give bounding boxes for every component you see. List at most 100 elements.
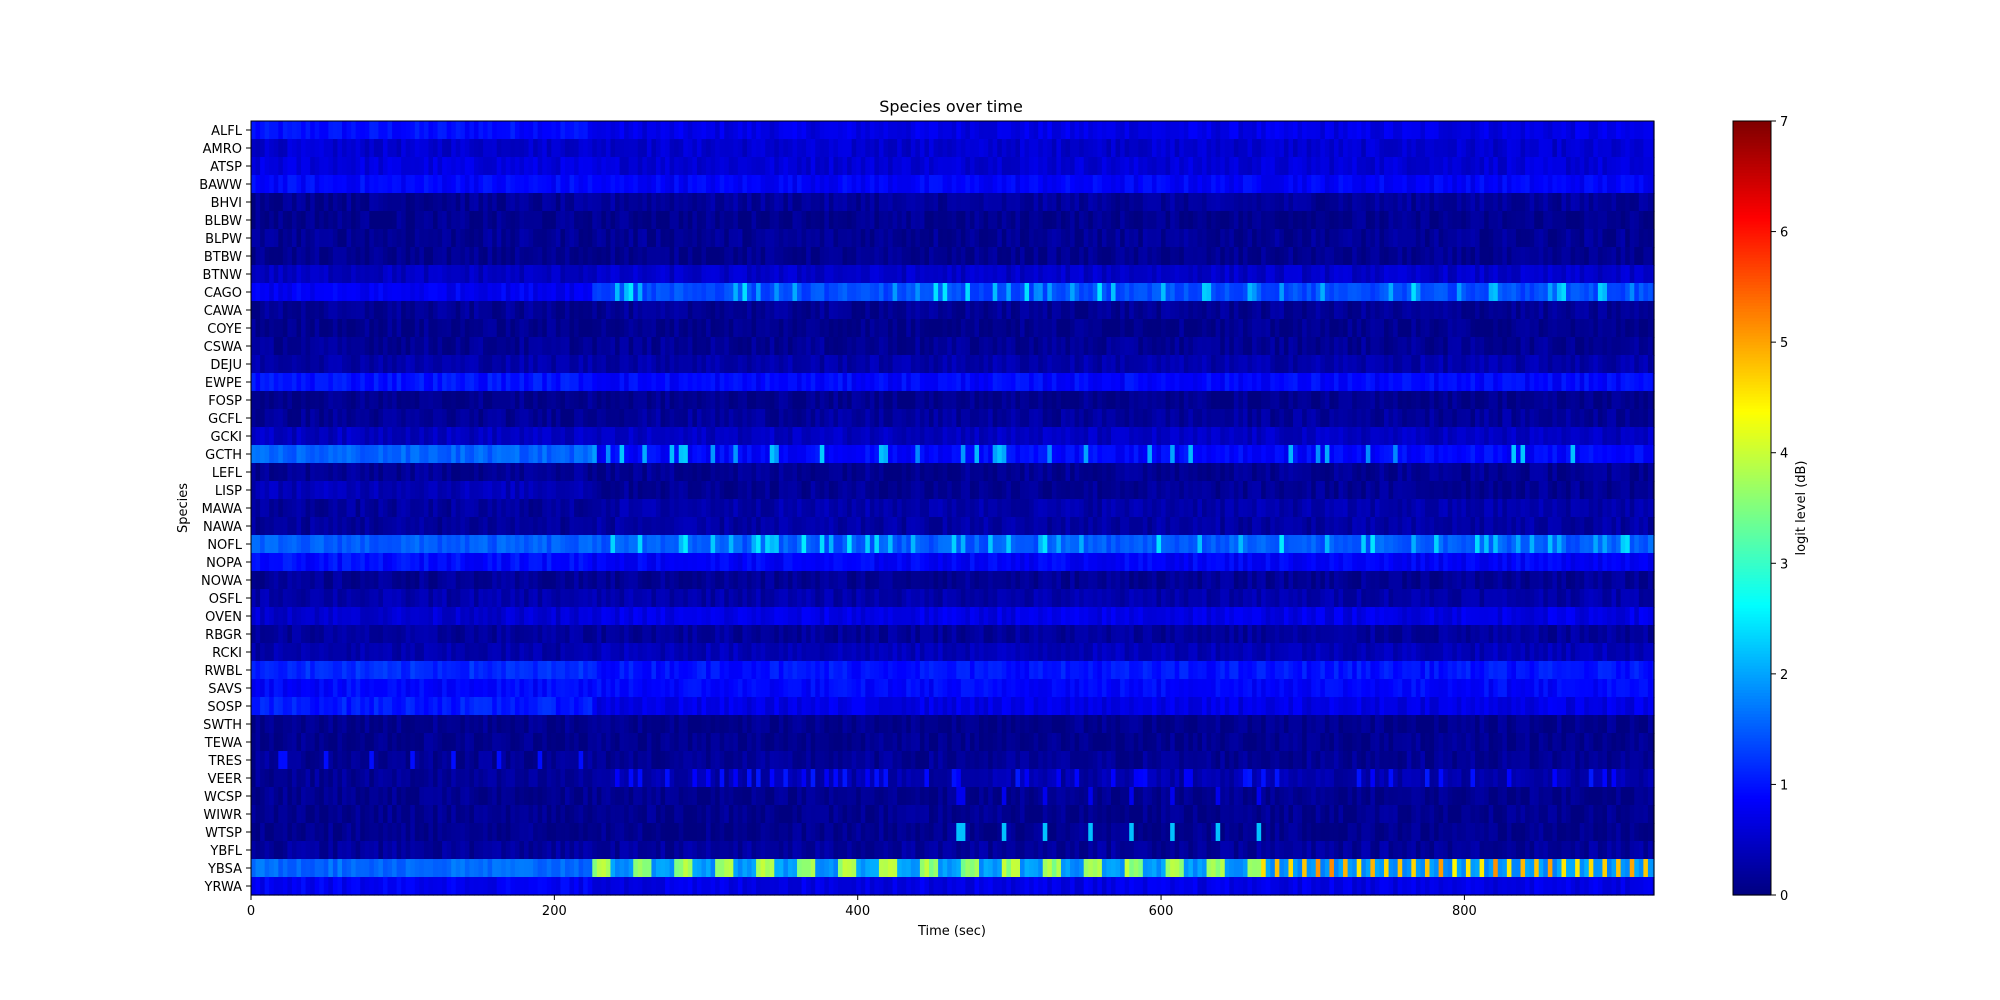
heatmap-cell — [1343, 301, 1349, 320]
heatmap-cell — [1447, 301, 1453, 320]
heatmap-cell — [1424, 211, 1431, 230]
heatmap-cell — [528, 157, 534, 176]
heatmap-cell — [319, 283, 325, 302]
heatmap-cell — [1402, 121, 1408, 140]
heatmap-cell — [815, 319, 821, 338]
heatmap-cell — [665, 301, 671, 320]
heatmap-cell — [1051, 157, 1057, 176]
heatmap-cell — [428, 157, 434, 176]
heatmap-cell — [519, 139, 525, 158]
heatmap-cell — [1183, 211, 1189, 230]
heatmap-cell — [1452, 175, 1458, 194]
heatmap-cell — [737, 283, 744, 302]
heatmap-cell — [1183, 139, 1189, 158]
heatmap-cell — [1634, 373, 1640, 392]
heatmap-cell — [296, 193, 302, 212]
heatmap-cell — [1361, 355, 1367, 374]
heatmap-cell — [446, 355, 452, 374]
heatmap-cell — [1493, 283, 1499, 302]
heatmap-cell — [296, 157, 302, 176]
heatmap-cell — [546, 121, 552, 140]
heatmap-cell — [1179, 373, 1185, 392]
heatmap-cell — [1165, 247, 1171, 266]
heatmap-cell — [983, 211, 989, 230]
heatmap-cell — [646, 175, 653, 194]
heatmap-cell — [715, 391, 721, 410]
heatmap-cell — [342, 229, 348, 248]
heatmap-cell — [1142, 355, 1148, 374]
heatmap-cell — [369, 193, 375, 212]
heatmap-cell — [1033, 391, 1039, 410]
heatmap-cell — [401, 139, 407, 158]
heatmap-cell — [874, 265, 880, 284]
heatmap-cell — [1588, 229, 1594, 248]
heatmap-cell — [928, 229, 935, 248]
heatmap-cell — [806, 157, 812, 176]
heatmap-cell — [1047, 319, 1053, 338]
heatmap-cell — [1079, 319, 1085, 338]
heatmap-cell — [1561, 283, 1567, 302]
heatmap-cell — [765, 157, 771, 176]
heatmap-cell — [1447, 355, 1453, 374]
heatmap-cell — [1379, 337, 1385, 356]
heatmap-cell — [592, 247, 598, 266]
heatmap-cell — [1311, 193, 1317, 212]
heatmap-cell — [533, 247, 539, 266]
heatmap-cell — [1074, 355, 1080, 374]
heatmap-cell — [1506, 373, 1513, 392]
heatmap-cell — [442, 139, 448, 158]
heatmap-cell — [901, 319, 907, 338]
heatmap-cell — [1629, 337, 1635, 356]
heatmap-cell — [1575, 337, 1581, 356]
heatmap-cell — [351, 265, 357, 284]
heatmap-cell — [1388, 211, 1394, 230]
heatmap-cell — [965, 121, 971, 140]
heatmap-cell — [746, 175, 753, 194]
heatmap-cell — [1092, 391, 1098, 410]
heatmap-cell — [969, 319, 976, 338]
heatmap-cell — [442, 319, 448, 338]
heatmap-cell — [619, 211, 625, 230]
heatmap-cell — [1352, 157, 1358, 176]
heatmap-cell — [1070, 355, 1076, 374]
heatmap-cell — [487, 301, 493, 320]
heatmap-cell — [1293, 247, 1299, 266]
heatmap-cell — [1042, 301, 1048, 320]
heatmap-cell — [997, 175, 1003, 194]
heatmap-cell — [1456, 373, 1462, 392]
heatmap-cell — [1552, 175, 1558, 194]
heatmap-cell — [473, 409, 480, 428]
heatmap-cell — [624, 229, 630, 248]
heatmap-cell — [1465, 121, 1472, 140]
heatmap-cell — [1020, 193, 1026, 212]
heatmap-cell — [1547, 121, 1553, 140]
heatmap-cell — [992, 139, 998, 158]
heatmap-cell — [878, 121, 885, 140]
heatmap-cell — [933, 247, 939, 266]
heatmap-cell — [628, 157, 634, 176]
heatmap-cell — [332, 229, 339, 248]
heatmap-cell — [746, 391, 753, 410]
heatmap-cell — [783, 319, 789, 338]
heatmap-cell — [1020, 247, 1026, 266]
heatmap-cell — [792, 373, 798, 392]
heatmap-cell — [1252, 121, 1258, 140]
heatmap-cell — [314, 247, 320, 266]
heatmap-cell — [1625, 355, 1631, 374]
heatmap-cell — [983, 283, 989, 302]
heatmap-cell — [451, 319, 457, 338]
heatmap-cell — [1597, 193, 1604, 212]
heatmap-cell — [1552, 121, 1558, 140]
heatmap-cell — [1293, 355, 1299, 374]
heatmap-cell — [742, 319, 748, 338]
heatmap-cell — [1529, 229, 1535, 248]
heatmap-cell — [824, 355, 830, 374]
heatmap-cell — [610, 247, 616, 266]
heatmap-cell — [314, 265, 320, 284]
heatmap-cell — [1343, 175, 1349, 194]
heatmap-cell — [396, 157, 402, 176]
heatmap-cell — [528, 175, 534, 194]
heatmap-cell — [674, 157, 680, 176]
heatmap-cell — [1352, 355, 1358, 374]
heatmap-cell — [260, 157, 266, 176]
